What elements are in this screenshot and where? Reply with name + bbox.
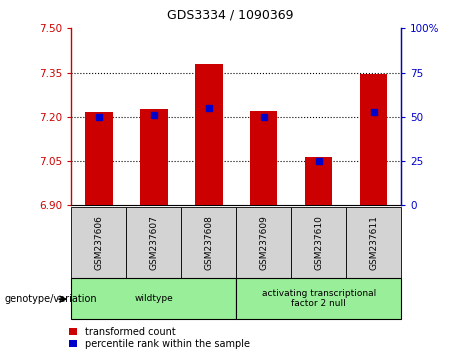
Bar [360,74,387,205]
Text: GDS3334 / 1090369: GDS3334 / 1090369 [167,9,294,22]
Text: GSM237606: GSM237606 [95,215,103,270]
Bar [250,111,278,205]
Bar [71,207,126,278]
Bar [195,64,223,205]
Text: GSM237609: GSM237609 [259,215,268,270]
Bar [346,207,401,278]
Bar [126,207,181,278]
Bar [71,278,236,319]
Text: GSM237607: GSM237607 [149,215,159,270]
Text: GSM237610: GSM237610 [314,215,323,270]
Bar [305,157,332,205]
Bar [85,113,112,205]
Bar [236,278,401,319]
Text: GSM237611: GSM237611 [369,215,378,270]
Bar [140,109,168,205]
Bar [181,207,236,278]
Text: GSM237608: GSM237608 [204,215,213,270]
Bar [291,207,346,278]
Text: genotype/variation: genotype/variation [5,294,97,304]
Text: activating transcriptional
factor 2 null: activating transcriptional factor 2 null [261,289,376,308]
Bar [236,207,291,278]
Text: wildtype: wildtype [135,294,173,303]
Legend: transformed count, percentile rank within the sample: transformed count, percentile rank withi… [70,327,250,349]
